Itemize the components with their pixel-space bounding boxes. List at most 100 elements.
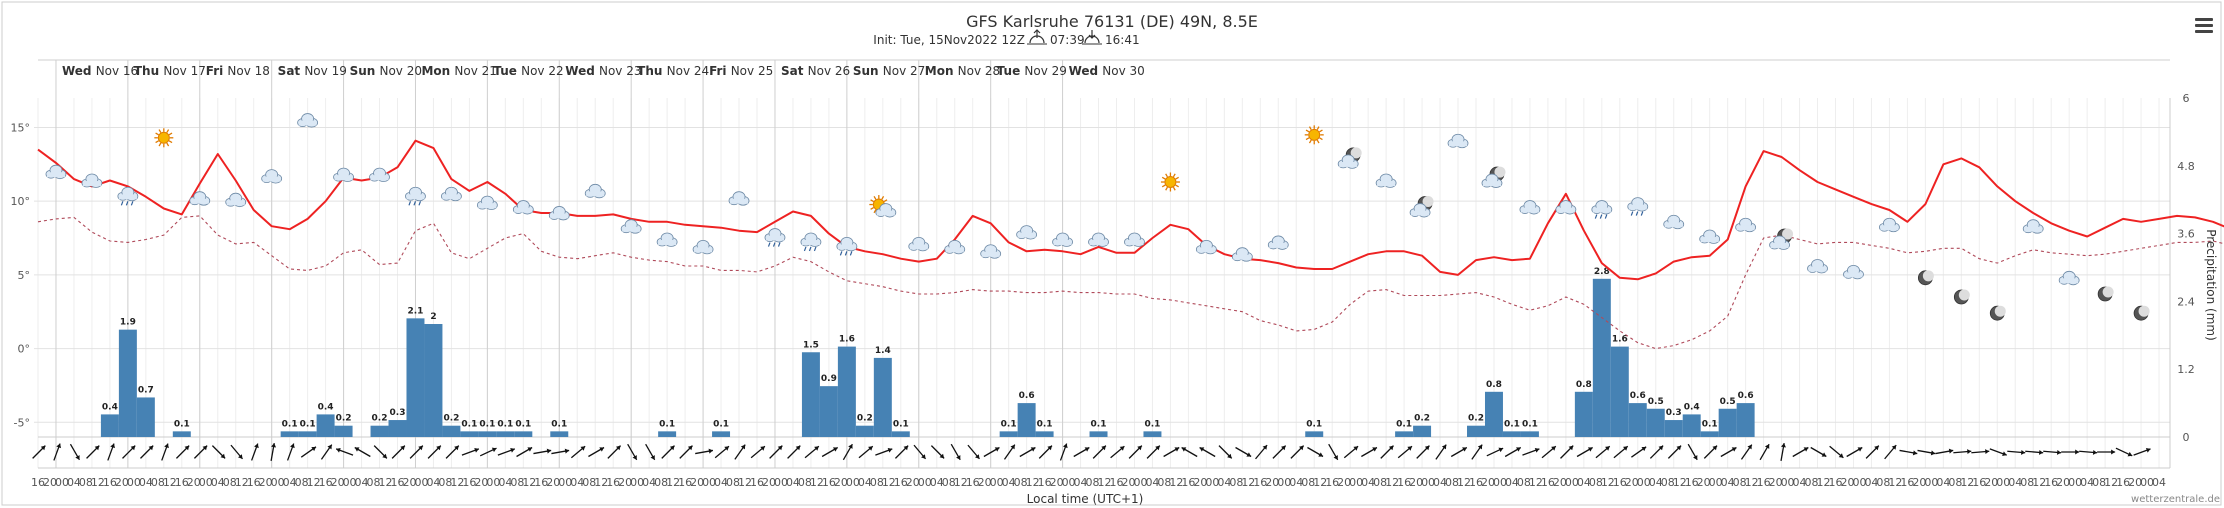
hour-tick-label: 20: [906, 476, 920, 489]
precipitation-bars: 0.41.90.70.1 0.1 0.10.40.2 0.20.32.120.20.1…: [100, 267, 1755, 437]
hour-tick-label: 12: [450, 476, 464, 489]
weather-cloud-icon: [944, 239, 966, 255]
day-label: Fri Nov 18: [206, 64, 270, 78]
hour-tick-label: 00: [1277, 476, 1291, 489]
hour-tick-label: 16: [1972, 476, 1986, 489]
precipitation-bar: [514, 431, 533, 437]
hour-tick-label: 00: [1062, 476, 1076, 489]
hour-tick-label: 16: [103, 476, 117, 489]
hour-tick-label: 00: [774, 476, 788, 489]
hour-tick-label: 00: [1205, 476, 1219, 489]
hour-tick-label: 16: [391, 476, 405, 489]
hour-tick-label: 04: [1074, 476, 1088, 489]
wind-arrow: [533, 448, 552, 455]
weather-moon-icon: [2097, 286, 2114, 302]
hour-tick-label: 16: [1325, 476, 1339, 489]
precipitation-bar: [1143, 431, 1162, 437]
wind-arrow: [950, 443, 961, 461]
hour-tick-label: 20: [1265, 476, 1279, 489]
weather-cloud-icon: [1519, 200, 1541, 215]
hour-tick-label: 00: [702, 476, 716, 489]
precipitation-value-label: 0.6: [1738, 391, 1754, 401]
weather-cloud-icon: [333, 167, 354, 183]
precipitation-value-label: 0.8: [1486, 380, 1502, 390]
precipitation-bar: [1574, 391, 1593, 437]
wind-arrow: [497, 447, 516, 456]
wind-arrow: [1450, 446, 1468, 458]
precipitation-value-label: 0.1: [1306, 419, 1322, 429]
day-label: Tue Nov 29: [997, 64, 1067, 78]
weather-cloud-icon: [1735, 217, 1757, 233]
hour-tick-label: 08: [295, 476, 309, 489]
weather-icons: [45, 113, 2150, 321]
precipitation-bar: [801, 352, 820, 437]
precipitation-bar: [873, 357, 892, 437]
precipitation-value-label: 1.5: [803, 340, 819, 350]
precipitation-value-label: 0.6: [1630, 391, 1646, 401]
hour-tick-label: 00: [55, 476, 69, 489]
day-label: Fri Nov 25: [709, 64, 773, 78]
precipitation-value-label: 0.2: [372, 414, 388, 424]
wind-arrow: [1740, 444, 1753, 460]
wind-arrow: [1038, 445, 1053, 459]
wind-arrow: [373, 445, 388, 459]
precipitation-value-label: 0.3: [390, 408, 406, 418]
hour-tick-label: 04: [283, 476, 297, 489]
y-tick-label-precip: 3.6: [2177, 228, 2195, 241]
day-label: Thu Nov 17: [134, 64, 206, 78]
hour-tick-label: 20: [546, 476, 560, 489]
hour-tick-label: 16: [175, 476, 189, 489]
precipitation-value-label: 0.2: [1414, 414, 1430, 424]
hour-tick-label: 20: [2056, 476, 2070, 489]
wind-arrow: [1780, 443, 1786, 461]
weather-cloud-icon: [261, 169, 283, 184]
precipitation-value-label: 0.5: [1720, 397, 1736, 407]
hour-tick-label: 08: [1517, 476, 1531, 489]
wind-arrow: [1380, 445, 1394, 459]
wind-arrow: [714, 445, 730, 459]
precipitation-bar: [118, 329, 137, 437]
hour-tick-label: 20: [1409, 476, 1423, 489]
weather-cloud-icon: [2022, 219, 2044, 234]
wind-arrow: [2133, 447, 2151, 456]
hour-tick-label: 12: [954, 476, 968, 489]
hour-tick-label: 16: [1397, 476, 1411, 489]
wind-arrow: [1667, 445, 1682, 459]
wind-arrow: [1595, 445, 1611, 459]
hour-tick-label: 16: [966, 476, 980, 489]
y-tick-label-precip: 0: [2183, 431, 2190, 444]
wind-arrow: [661, 445, 675, 459]
precipitation-value-label: 1.4: [875, 346, 891, 356]
precipitation-bar: [316, 414, 335, 437]
hour-tick-label: 08: [1733, 476, 1747, 489]
precipitation-value-label: 1.9: [120, 318, 136, 328]
hour-tick-label: 12: [1888, 476, 1902, 489]
precipitation-bar: [819, 386, 838, 437]
weather-cloud-icon: [1807, 259, 1828, 274]
wind-arrow: [251, 443, 259, 461]
hour-tick-label: 04: [1721, 476, 1735, 489]
weather-moon-icon: [2133, 305, 2150, 321]
hour-tick-label: 20: [1481, 476, 1495, 489]
hour-tick-label: 08: [1157, 476, 1171, 489]
wind-arrow: [750, 445, 766, 459]
wind-arrow: [53, 443, 62, 461]
wind-arrow: [1560, 445, 1574, 459]
wind-arrow: [175, 445, 190, 459]
hour-tick-label: 04: [1577, 476, 1591, 489]
precipitation-value-label: 1.6: [839, 335, 855, 345]
hour-tick-label: 20: [2128, 476, 2142, 489]
wind-arrow: [1328, 443, 1339, 461]
hour-tick-label: 12: [163, 476, 177, 489]
precipitation-value-label: 0.1: [497, 419, 513, 429]
hour-tick-label: 16: [750, 476, 764, 489]
weather-cloud-icon: [620, 219, 642, 234]
wind-arrow: [286, 443, 295, 461]
menu-icon[interactable]: [2195, 18, 2213, 34]
precipitation-value-label: 0.1: [1702, 419, 1718, 429]
wind-arrow: [107, 443, 115, 461]
hour-tick-label: 20: [1193, 476, 1207, 489]
wind-arrow: [122, 445, 136, 459]
precipitation-bar: [1628, 403, 1647, 437]
wind-arrow: [2097, 449, 2116, 455]
